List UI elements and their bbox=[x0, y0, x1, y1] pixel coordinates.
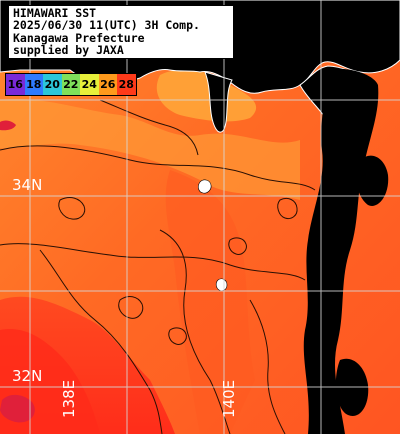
cool-water-patch bbox=[156, 69, 257, 122]
no-data-patch-east bbox=[356, 155, 389, 206]
land-izu bbox=[204, 71, 233, 133]
legend-cell-16: 16 bbox=[6, 74, 25, 95]
sst-contours bbox=[0, 99, 316, 434]
lon-label-138e: 138E bbox=[60, 379, 78, 418]
lat-label-32n: 32N bbox=[12, 367, 43, 385]
legend-cell-26: 26 bbox=[98, 74, 117, 95]
no-data-region bbox=[303, 68, 379, 434]
product-title: HIMAWARI SST bbox=[13, 6, 97, 20]
lon-label-140e: 140E bbox=[220, 379, 238, 418]
island-nw-red bbox=[0, 120, 16, 131]
cool-water-band bbox=[0, 98, 300, 200]
observation-time: 2025/06/30 11(UTC) 3H Comp. bbox=[13, 18, 200, 33]
island-left-red bbox=[0, 394, 35, 423]
map-info-box: HIMAWARI SST 2025/06/30 11(UTC) 3H Comp.… bbox=[8, 5, 234, 59]
warm-tongue bbox=[165, 170, 255, 434]
data-credit: supplied by JAXA bbox=[13, 43, 124, 58]
region-name: Kanagawa Prefecture bbox=[13, 30, 145, 45]
legend-cell-24: 24 bbox=[80, 74, 99, 95]
island-miyake bbox=[215, 278, 228, 292]
temperature-legend: 16 18 20 22 24 26 28 bbox=[5, 73, 137, 96]
legend-cell-22: 22 bbox=[61, 74, 80, 95]
legend-cell-28: 28 bbox=[117, 74, 136, 95]
lat-label-34n: 34N bbox=[12, 176, 43, 194]
island-oshima bbox=[198, 179, 212, 194]
legend-cell-18: 18 bbox=[24, 74, 43, 95]
legend-cell-20: 20 bbox=[43, 74, 62, 95]
